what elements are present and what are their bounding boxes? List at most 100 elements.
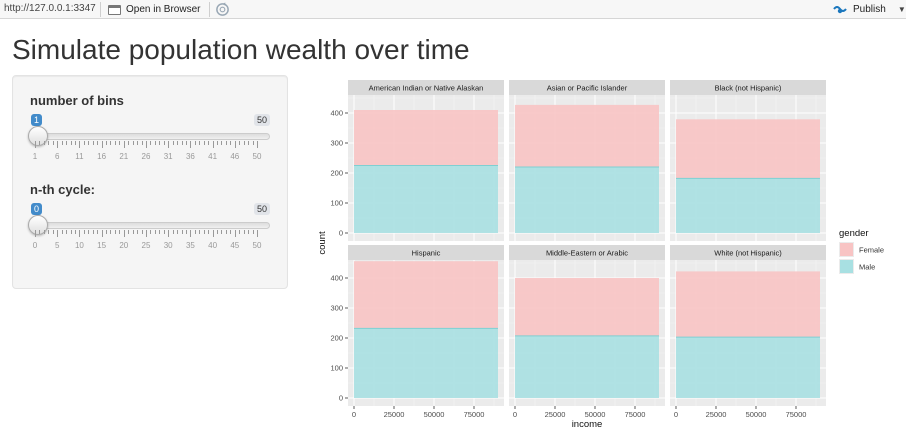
cycle-slider-minor-tick	[163, 230, 165, 234]
cycle-slider-tick-label: 30	[163, 241, 173, 250]
viewer-toolbar: http://127.0.0.1:3347 Open in Browser Pu…	[0, 0, 906, 19]
x-tick-label: 75000	[625, 410, 646, 419]
refresh-icon[interactable]	[215, 2, 230, 17]
bins-slider-minor-tick	[172, 141, 174, 145]
x-tick-label: 50000	[424, 410, 445, 419]
bins-slider-track[interactable]	[30, 133, 270, 140]
url-text[interactable]: http://127.0.0.1:3347	[4, 3, 96, 14]
bar-male	[354, 328, 498, 398]
page-title: Simulate population wealth over time	[12, 34, 470, 65]
facet-strip	[348, 80, 504, 95]
open-in-browser-button[interactable]: Open in Browser	[108, 1, 200, 18]
bins-slider-minor-tick	[119, 141, 121, 145]
bar-female	[354, 110, 498, 166]
cycle-slider-minor-tick	[48, 230, 50, 234]
cycle-slider-minor-tick	[199, 230, 201, 234]
x-tick-label: 75000	[786, 410, 807, 419]
bins-slider-minor-tick	[199, 141, 201, 145]
bins-slider-minor-tick	[92, 141, 94, 145]
bar-male	[354, 165, 498, 233]
bins-slider-minor-tick	[88, 141, 90, 145]
cycle-slider-minor-tick	[208, 230, 210, 234]
facet-strip	[509, 245, 665, 260]
cycle-slider-minor-tick	[203, 230, 205, 234]
bins-slider-tick-label: 6	[54, 152, 60, 161]
bins-slider[interactable]: 1 50 1 6 11 16 21 26 31 36 41 46 50	[28, 114, 270, 174]
facet-strip	[670, 245, 826, 260]
cycle-slider-tick-labels: 0 5 10 15 20 25 30 35 40 45 50	[30, 241, 270, 251]
cycle-slider-minor-tick	[132, 230, 134, 234]
legend-title: gender	[839, 228, 869, 239]
bins-slider-minor-tick	[181, 141, 183, 145]
toolbar-divider	[209, 2, 210, 17]
cycle-slider-handle[interactable]	[28, 215, 48, 235]
y-tick-label: 0	[339, 394, 343, 403]
chevron-down-icon[interactable]: ▼	[897, 5, 906, 14]
plot-canvas: American Indian or Native Alaskan 0 100 200…	[317, 80, 884, 430]
cycle-slider-minor-tick	[194, 230, 196, 234]
cycle-slider-minor-tick	[185, 230, 187, 234]
y-axis-title: count	[317, 231, 328, 255]
cycle-slider-label: n-th cycle:	[30, 182, 96, 197]
cycle-slider-track[interactable]	[30, 222, 270, 229]
bins-slider-handle[interactable]	[28, 126, 48, 146]
cycle-slider-major-tick	[234, 230, 236, 237]
y-tick-label: 200	[330, 169, 343, 178]
bins-slider-major-tick	[234, 141, 236, 148]
bins-slider-minor-tick	[97, 141, 99, 145]
cycle-slider-minor-tick	[114, 230, 116, 234]
x-tick-label: 25000	[545, 410, 566, 419]
bins-slider-minor-tick	[154, 141, 156, 145]
cycle-slider-major-tick	[257, 230, 258, 237]
x-tick-label: 0	[352, 410, 356, 419]
bins-slider-tick-label: 21	[119, 152, 129, 161]
cycle-slider-minor-tick	[70, 230, 72, 234]
x-tick-label: 75000	[464, 410, 485, 419]
bins-slider-minor-tick	[185, 141, 187, 145]
cycle-slider-minor-tick	[61, 230, 63, 234]
bins-slider-minor-tick	[177, 141, 179, 145]
bins-slider-minor-tick	[225, 141, 227, 145]
x-tick-label: 50000	[746, 410, 767, 419]
bins-slider-minor-tick	[132, 141, 134, 145]
cycle-slider-ticks	[30, 230, 270, 240]
bins-slider-minor-tick	[110, 141, 112, 145]
bins-slider-tick-label: 46	[230, 152, 240, 161]
cycle-value-badge: 0	[31, 203, 43, 215]
sidebar-panel: number of bins 1 50 1 6 11 16 21 26 31 36 41 46 50…	[12, 75, 288, 289]
bins-slider-label: number of bins	[30, 93, 124, 108]
bins-slider-minor-tick	[39, 141, 41, 145]
bar-female	[676, 119, 820, 179]
cycle-slider-minor-tick	[150, 230, 152, 234]
bins-slider-ticks	[30, 141, 270, 151]
cycle-slider-minor-tick	[172, 230, 174, 234]
cycle-slider-tick-label: 15	[97, 241, 107, 250]
bins-slider-minor-tick	[208, 141, 210, 145]
cycle-slider-minor-tick	[106, 230, 108, 234]
cycle-slider-minor-tick	[221, 230, 223, 234]
cycle-slider-tick-label: 0	[32, 241, 38, 250]
cycle-slider-major-tick	[123, 230, 125, 237]
y-tick-label: 0	[339, 229, 343, 238]
bins-slider-minor-tick	[163, 141, 165, 145]
facet-strip-label: White (not Hispanic)	[714, 249, 782, 258]
cycle-slider-minor-tick	[177, 230, 179, 234]
bar-male	[676, 178, 820, 233]
cycle-slider[interactable]: 0 50 0 5 10 15 20 25 30 35 40 45 50	[28, 203, 270, 263]
bins-slider-minor-tick	[48, 141, 50, 145]
bins-slider-minor-tick	[137, 141, 139, 145]
x-axis-title: income	[572, 419, 603, 430]
cycle-slider-minor-tick	[243, 230, 245, 234]
cycle-slider-major-tick	[190, 230, 192, 237]
y-tick-label: 300	[330, 304, 343, 313]
x-tick-label: 25000	[706, 410, 727, 419]
bar-female	[515, 104, 659, 167]
browser-window-icon	[108, 4, 121, 15]
bins-slider-tick-label: 41	[208, 152, 218, 161]
cycle-slider-minor-tick	[230, 230, 232, 234]
publish-button[interactable]: Publish ▼	[833, 1, 906, 18]
facet-strip	[509, 80, 665, 95]
facet-strip-label: Asian or Pacific Islander	[547, 84, 628, 93]
y-tick-label: 400	[330, 274, 343, 283]
facet-strip	[670, 80, 826, 95]
